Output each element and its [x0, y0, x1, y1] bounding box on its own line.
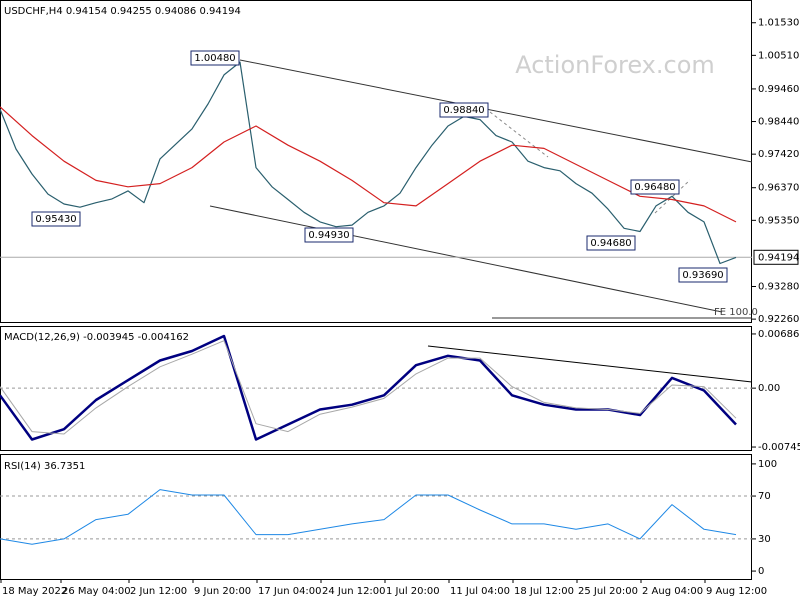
- annotation: 0.93690: [682, 270, 723, 281]
- y-tick-label: 70: [758, 491, 771, 502]
- annotation-box: [190, 50, 240, 66]
- x-tick-label: 17 Jun 04:00: [258, 586, 322, 597]
- chart-title: USDCHF,H4 0.94154 0.94255 0.94086 0.9419…: [4, 6, 241, 17]
- x-tick-label: 1 Jul 20:00: [386, 586, 440, 597]
- y-tick-label: 1.01530: [758, 18, 799, 29]
- series-line: [0, 106, 737, 223]
- annotation: 0.94680: [590, 238, 631, 249]
- rsi-title: RSI(14) 36.7351: [4, 461, 85, 472]
- x-tick-label: 11 Jul 04:00: [450, 586, 510, 597]
- annotation-box: [31, 211, 81, 227]
- annotations: 1.00480 0.98840 0.95430 0.94930 0.96480 …: [31, 50, 758, 318]
- y-tick-label: 0: [758, 566, 764, 577]
- x-tick-label: 2 Jun 12:00: [130, 586, 187, 597]
- fe-label: FE 100.0: [714, 307, 758, 318]
- macd-trend-line: [427, 345, 753, 383]
- y-tick-label: 0.00: [758, 383, 780, 394]
- annotation: 0.94930: [308, 230, 349, 241]
- y-tick-label: 0.99460: [758, 84, 799, 95]
- trend-lines: [209, 59, 753, 383]
- x-tick-label: 9 Aug 12:00: [706, 586, 767, 597]
- x-tick-label: 18 May 2022: [2, 586, 67, 597]
- annotation: 0.98840: [443, 105, 484, 116]
- lower-channel: [209, 205, 723, 313]
- dashed-line: [489, 111, 549, 158]
- x-tick-label: 26 May 04:00: [62, 586, 131, 597]
- annotation: 1.00480: [194, 53, 235, 64]
- y-tick-label: 0.96370: [758, 183, 799, 194]
- y-tick-label: 0.93280: [758, 282, 799, 293]
- last-price-label: 0.94194: [758, 252, 799, 263]
- macd-title: MACD(12,26,9) -0.003945 -0.004162: [4, 332, 189, 343]
- y-tick-label: 0.95350: [758, 215, 799, 226]
- annotation-box: [678, 267, 728, 283]
- watermark: ActionForex.com: [515, 51, 715, 79]
- annotation-box: [586, 235, 636, 251]
- annotation-box: [439, 102, 489, 118]
- x-tick-label: 18 Jul 12:00: [514, 586, 574, 597]
- annotation-box: [304, 227, 354, 243]
- y-tick-label: 0.98440: [758, 117, 799, 128]
- y-tick-label: 0.97420: [758, 149, 799, 160]
- series-line: [0, 61, 737, 265]
- x-tick-label: 24 Jun 12:00: [322, 586, 386, 597]
- last-price-box: [753, 249, 799, 265]
- y-tick-label: 0.92260: [758, 314, 799, 325]
- x-tick-label: 25 Jul 20:00: [578, 586, 638, 597]
- series-line: [0, 340, 737, 435]
- x-tick-label: 9 Jun 20:00: [194, 586, 251, 597]
- upper-channel: [239, 59, 753, 163]
- y-tick-label: -0.007454: [758, 442, 800, 453]
- y-tick-label: 0.006861: [758, 329, 800, 340]
- series-line: [0, 489, 737, 545]
- rsi-frame: [0, 454, 752, 580]
- y-tick-label: 100: [758, 459, 777, 470]
- y-tick-label: 30: [758, 534, 771, 545]
- x-tick-label: 2 Aug 04:00: [642, 586, 703, 597]
- y-tick-label: 1.00510: [758, 50, 799, 61]
- annotation: 0.95430: [35, 214, 76, 225]
- annotation: 0.96480: [634, 182, 675, 193]
- annotation-box: [630, 179, 680, 195]
